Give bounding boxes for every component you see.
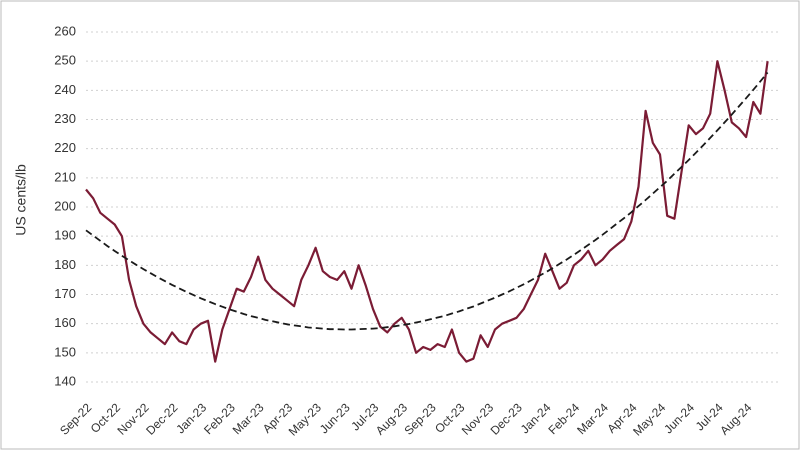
y-tick-label: 230 (54, 111, 76, 126)
y-tick-label: 240 (54, 82, 76, 97)
y-tick-label: 140 (54, 373, 76, 388)
y-tick-label: 190 (54, 228, 76, 243)
y-tick-label: 170 (54, 286, 76, 301)
y-axis-title: US cents/lb (13, 164, 29, 236)
y-tick-label: 200 (54, 198, 76, 213)
y-tick-label: 220 (54, 140, 76, 155)
y-tick-label: 150 (54, 344, 76, 359)
y-tick-label: 250 (54, 53, 76, 68)
y-tick-label: 160 (54, 315, 76, 330)
price-line (85, 60, 769, 363)
y-tick-label: 260 (54, 23, 76, 38)
y-tick-label: 210 (54, 169, 76, 184)
y-tick-label: 180 (54, 257, 76, 272)
trend-line (85, 71, 769, 331)
